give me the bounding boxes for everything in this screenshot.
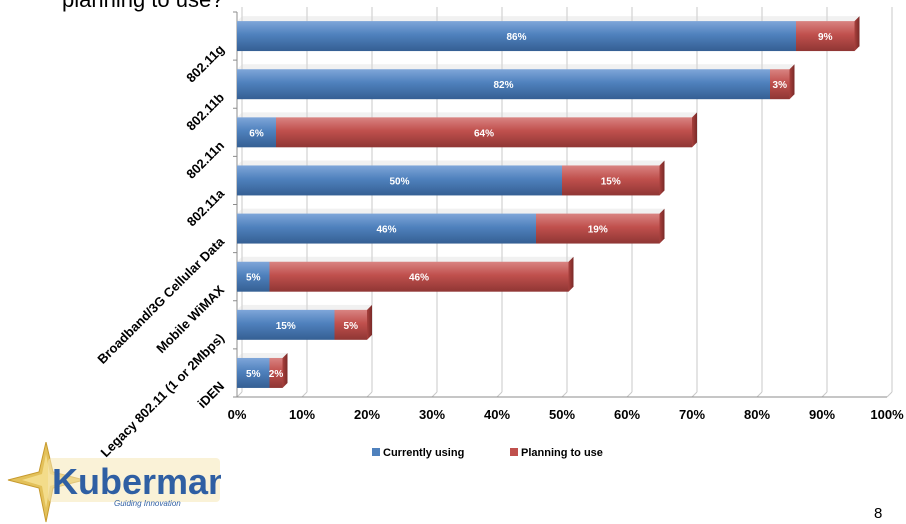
bars <box>237 16 860 388</box>
category-labels: 802.11g802.11b802.11n802.11aBroadband/3G… <box>94 42 227 460</box>
data-label-currently-using: 5% <box>246 369 261 380</box>
slide-title: planning to use? <box>62 0 223 13</box>
legend-label: Planning to use <box>521 447 603 459</box>
bar-currently-using <box>237 309 335 340</box>
floor-gridline <box>886 391 893 398</box>
legend-swatch <box>372 448 380 456</box>
bar-end-cap <box>692 112 697 148</box>
data-label-planning-to-use: 46% <box>409 273 429 284</box>
bar-currently-using <box>237 117 276 148</box>
floor-gridline <box>691 391 698 398</box>
bar-planning-to-use <box>276 117 692 148</box>
x-tick-label: 0% <box>228 407 247 422</box>
data-label-currently-using: 50% <box>389 176 409 187</box>
floor-gridline <box>561 391 568 398</box>
floor-gridline <box>821 391 828 398</box>
floor-gridline <box>626 391 633 398</box>
bar-top-face <box>237 16 860 22</box>
data-label-currently-using: 15% <box>276 321 296 332</box>
x-tick-label: 50% <box>549 407 575 422</box>
category-label: 802.11b <box>183 90 227 134</box>
bar-end-cap <box>568 256 574 292</box>
floor-gridline <box>431 391 438 398</box>
x-tick-label: 20% <box>354 407 380 422</box>
data-label-planning-to-use: 64% <box>474 128 494 139</box>
bar-end-cap <box>282 352 288 388</box>
floor-gridline <box>301 391 308 398</box>
data-label-planning-to-use: 9% <box>818 32 833 43</box>
bar-end-cap <box>789 64 795 100</box>
bar-top-face <box>237 208 665 214</box>
bar-end-cap <box>367 304 372 340</box>
bar-top-face <box>237 352 288 358</box>
data-label-currently-using: 82% <box>493 80 513 91</box>
bar-end-cap <box>659 208 665 244</box>
logo-tagline: Guiding Innovation <box>114 499 181 508</box>
x-tick-label: 100% <box>870 407 904 422</box>
legend-swatch <box>510 448 518 456</box>
bar-top-face <box>237 64 795 70</box>
data-label-planning-to-use: 15% <box>601 176 621 187</box>
bar-currently-using <box>237 213 536 244</box>
legend-label: Currently using <box>383 447 464 459</box>
logo-wordmark: Kuberman <box>52 461 221 502</box>
bar-top-face <box>237 112 697 118</box>
floor-gridline <box>756 391 763 398</box>
floor-gridline <box>496 391 503 398</box>
data-label-currently-using: 86% <box>506 32 526 43</box>
data-label-planning-to-use: 5% <box>344 321 359 332</box>
bar-planning-to-use <box>536 213 660 244</box>
bar-planning-to-use <box>269 261 569 292</box>
data-label-currently-using: 5% <box>246 273 261 284</box>
bar-end-cap <box>659 160 665 196</box>
category-label: iDEN <box>195 378 228 411</box>
bar-currently-using <box>237 261 270 292</box>
bar-planning-to-use <box>334 309 367 340</box>
x-tick-label: 40% <box>484 407 510 422</box>
floor-gridline <box>366 391 373 398</box>
bar-currently-using <box>237 165 562 196</box>
category-label: 802.11n <box>183 138 227 182</box>
x-tick-label: 10% <box>289 407 315 422</box>
data-label-planning-to-use: 2% <box>269 369 284 380</box>
bar-currently-using <box>237 21 796 52</box>
x-tick-label: 30% <box>419 407 445 422</box>
x-tick-label: 60% <box>614 407 640 422</box>
data-label-currently-using: 6% <box>249 128 264 139</box>
bar-planning-to-use <box>796 21 855 52</box>
kuberman-logo: Kuberman Guiding Innovation <box>7 442 221 523</box>
bar-planning-to-use <box>562 165 660 196</box>
data-label-planning-to-use: 19% <box>588 225 608 236</box>
category-label: 802.11g <box>183 42 227 86</box>
data-label-currently-using: 46% <box>376 225 396 236</box>
bar-planning-to-use <box>770 69 790 100</box>
bar-top-face <box>237 304 372 310</box>
bar-end-cap <box>854 16 860 52</box>
floor-gridline <box>236 391 243 398</box>
x-tick-label: 80% <box>744 407 770 422</box>
data-labels: 86% 9% 82% 3% 6% 64% 50% 15% 46% 19% 5% 46% 15% 5% 5% 2… <box>246 32 833 380</box>
bar-top-face <box>237 160 665 166</box>
category-label: 802.11a <box>184 185 228 229</box>
x-tick-label: 70% <box>679 407 705 422</box>
bar-planning-to-use <box>269 357 283 388</box>
page-number: 8 <box>874 505 883 522</box>
data-label-planning-to-use: 3% <box>773 80 788 91</box>
bar-currently-using <box>237 357 270 388</box>
x-tick-labels: 0% 10% 20% 30% 40% 50% 60% 70% 80% 90% 100% <box>228 407 904 422</box>
bar-currently-using <box>237 69 770 100</box>
legend: Currently using Planning to use <box>372 447 603 459</box>
x-tick-label: 90% <box>809 407 835 422</box>
bar-top-face <box>237 256 574 262</box>
